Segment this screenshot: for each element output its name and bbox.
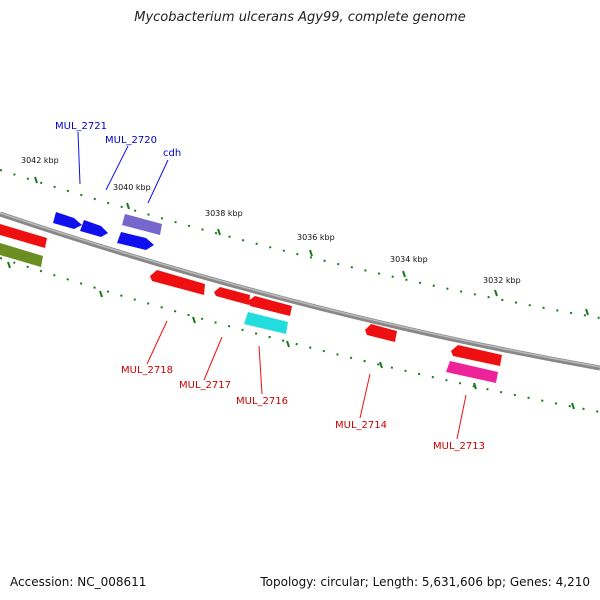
map-title: Mycobacterium ulcerans Agy99, complete g… xyxy=(134,10,466,25)
gene-label: MUL_2716 xyxy=(236,396,288,407)
gene-cdh[interactable] xyxy=(122,214,162,235)
leader-line xyxy=(456,394,467,440)
scale-label: 3040 kbp xyxy=(113,183,151,192)
gene-label: MUL_2721 xyxy=(55,121,107,132)
gene-mul-2713[interactable] xyxy=(446,361,498,383)
accession-text: Accession: NC_008611 xyxy=(10,575,147,589)
gene-label: MUL_2713 xyxy=(433,441,485,452)
gene-red-left[interactable] xyxy=(0,224,47,248)
leader-line xyxy=(147,159,169,204)
gene-mul-2718[interactable] xyxy=(150,270,205,295)
leader-line xyxy=(105,145,129,191)
gene-mul-2716[interactable] xyxy=(244,312,288,334)
inner-major-ticks xyxy=(7,261,575,410)
gene-label: MUL_2714 xyxy=(335,420,387,431)
scale-label: 3042 kbp xyxy=(21,156,59,165)
gene-mul-2717[interactable] xyxy=(214,287,250,305)
gene-blue-arrow[interactable] xyxy=(117,232,154,250)
leader-line xyxy=(146,320,168,365)
gene-olive-left[interactable] xyxy=(0,243,43,267)
genome-backbone xyxy=(0,211,600,371)
scale-label: 3032 kbp xyxy=(483,276,521,285)
gene-mul-2721[interactable] xyxy=(53,212,82,229)
leader-line xyxy=(359,373,371,419)
gene-mul-2713a[interactable] xyxy=(451,345,502,366)
outer-major-ticks xyxy=(34,176,589,316)
leader-line xyxy=(258,345,263,395)
gene-label: MUL_2717 xyxy=(179,380,231,391)
gene-label: MUL_2720 xyxy=(105,135,157,146)
reverse-genes xyxy=(150,270,502,383)
forward-genes xyxy=(0,212,162,267)
gene-label: MUL_2718 xyxy=(121,365,173,376)
genome-summary-text: Topology: circular; Length: 5,631,606 bp… xyxy=(260,575,590,589)
leader-line xyxy=(203,336,223,381)
scale-label: 3036 kbp xyxy=(297,233,335,242)
gene-mul-2720[interactable] xyxy=(80,220,108,237)
leader-line xyxy=(77,131,81,185)
gene-label: cdh xyxy=(163,148,181,159)
gene-mul-2716a[interactable] xyxy=(248,296,292,316)
gene-mul-2714[interactable] xyxy=(365,324,397,342)
scale-label: 3038 kbp xyxy=(205,209,243,218)
scale-label: 3034 kbp xyxy=(390,255,428,264)
